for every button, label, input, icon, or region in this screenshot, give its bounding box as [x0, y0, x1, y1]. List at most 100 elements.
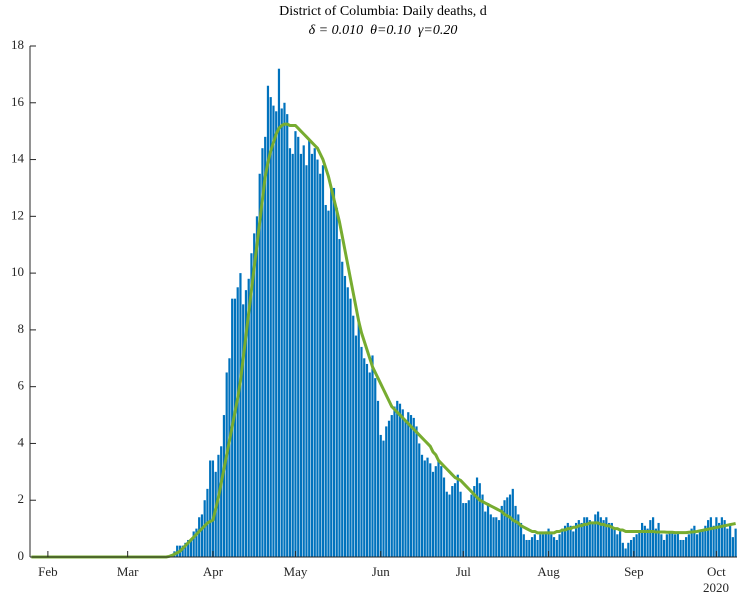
- bar: [646, 528, 649, 557]
- bar: [580, 522, 583, 557]
- bar: [335, 207, 338, 558]
- bar: [258, 173, 261, 557]
- bar: [288, 148, 292, 557]
- bar: [709, 517, 712, 557]
- bar: [486, 503, 490, 557]
- bar: [222, 415, 226, 557]
- bar: [610, 522, 613, 557]
- bar: [264, 136, 267, 557]
- y-tick-label: 10: [11, 264, 24, 279]
- bar: [627, 542, 630, 557]
- bar: [539, 534, 542, 557]
- bar: [387, 420, 391, 557]
- bar: [596, 511, 600, 557]
- bar: [308, 139, 311, 557]
- bar: [393, 406, 396, 557]
- bar: [431, 471, 435, 557]
- bar: [269, 97, 272, 557]
- bar: [376, 400, 380, 557]
- bar: [662, 539, 666, 557]
- bar: [313, 148, 316, 557]
- bar: [203, 500, 206, 557]
- bar: [508, 494, 512, 557]
- bar: [187, 539, 190, 557]
- bar: [250, 253, 253, 557]
- x-tick-label: Aug: [537, 564, 560, 579]
- bar: [371, 355, 374, 557]
- bar: [629, 539, 633, 557]
- bar: [555, 539, 558, 557]
- bar: [552, 537, 556, 557]
- bar: [368, 372, 371, 557]
- bar: [566, 522, 569, 557]
- x-tick-label: Apr: [203, 564, 224, 579]
- bar: [374, 378, 377, 557]
- bar: [184, 542, 187, 557]
- bar: [478, 483, 481, 557]
- bar: [420, 454, 424, 557]
- x-tick-label: Sep: [624, 564, 644, 579]
- y-tick-label: 14: [11, 151, 25, 166]
- bar: [517, 514, 520, 557]
- bar: [522, 534, 525, 557]
- bar: [332, 187, 336, 557]
- bar: [451, 486, 454, 557]
- bar: [280, 108, 283, 557]
- bar: [572, 531, 575, 557]
- bar: [574, 522, 578, 557]
- bar: [319, 173, 322, 557]
- bar: [525, 539, 528, 557]
- bar: [657, 522, 660, 557]
- bar: [577, 520, 580, 557]
- bar: [244, 290, 248, 557]
- bar: [338, 239, 341, 558]
- bar: [640, 522, 644, 557]
- bar: [253, 233, 256, 557]
- bar: [440, 466, 443, 557]
- bar: [599, 517, 602, 557]
- bar: [632, 537, 635, 557]
- x-tick-label: Mar: [117, 564, 139, 579]
- bar: [473, 486, 476, 557]
- bar: [605, 517, 608, 557]
- bar: [209, 460, 212, 557]
- bar: [365, 363, 369, 557]
- bar: [266, 85, 270, 557]
- bar: [467, 500, 470, 557]
- bar: [718, 522, 721, 557]
- bar: [437, 460, 440, 557]
- bar: [189, 539, 193, 557]
- bar: [324, 204, 327, 557]
- bar: [475, 477, 479, 557]
- bar: [200, 514, 204, 557]
- bar: [277, 68, 281, 557]
- bar: [434, 466, 437, 557]
- bar: [671, 531, 674, 557]
- bar: [563, 525, 567, 557]
- bar: [352, 315, 355, 557]
- bar: [665, 534, 668, 557]
- bar: [310, 153, 314, 557]
- y-tick-label: 0: [18, 548, 25, 563]
- bar: [500, 505, 503, 557]
- bar: [198, 517, 201, 557]
- bar: [346, 287, 349, 557]
- bar: [456, 474, 459, 557]
- bar: [401, 409, 404, 557]
- bar: [715, 517, 718, 557]
- bar: [668, 531, 671, 557]
- bar: [674, 534, 677, 557]
- bar: [585, 517, 589, 557]
- bar: [696, 534, 699, 557]
- bar: [341, 261, 344, 557]
- x-tick-label: Jul: [456, 564, 472, 579]
- bar: [729, 525, 732, 557]
- bar: [561, 528, 564, 557]
- bar: [327, 210, 330, 557]
- bar: [489, 514, 492, 557]
- bar: [412, 417, 415, 557]
- bar: [676, 531, 679, 557]
- bar: [462, 503, 465, 557]
- bar: [643, 525, 646, 557]
